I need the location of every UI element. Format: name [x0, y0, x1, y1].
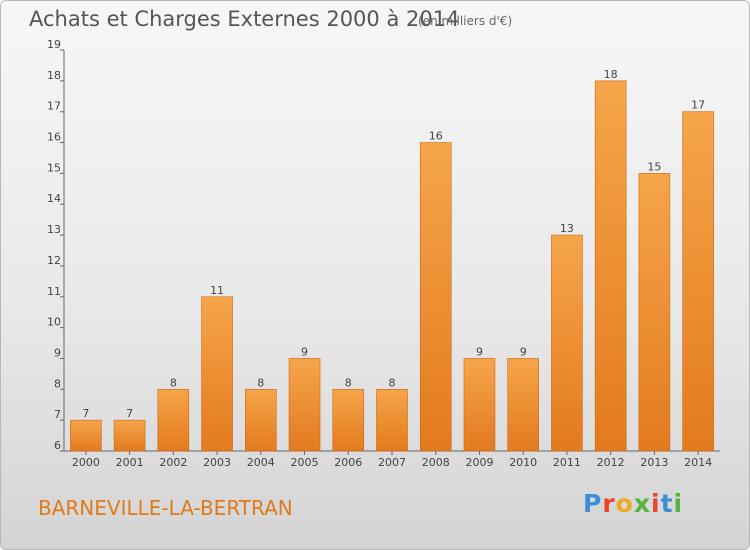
bar-2004 [245, 389, 277, 452]
bar-2002 [157, 389, 190, 452]
y-tick-label: 16 [47, 131, 61, 144]
data-label-2002: 8 [170, 376, 177, 389]
x-tick-label-2013: 2013 [640, 456, 668, 469]
y-tick-label: 7 [54, 408, 61, 421]
bar-2006 [332, 389, 365, 452]
data-label-2007: 8 [389, 376, 396, 389]
x-tick-label-2007: 2007 [378, 456, 406, 469]
data-label-2009: 9 [476, 345, 483, 358]
data-label-2000: 7 [82, 407, 89, 420]
bar-2012 [594, 80, 627, 452]
x-tick-label-2011: 2011 [553, 456, 581, 469]
bar-2005 [288, 358, 321, 452]
data-label-2003: 11 [210, 284, 224, 297]
bar-2014 [682, 111, 714, 452]
y-tick-label: 13 [47, 223, 61, 236]
logo-letter: P [583, 489, 603, 518]
data-label-2004: 8 [257, 376, 264, 389]
x-tick-label-2005: 2005 [291, 456, 319, 469]
x-tick-label-2008: 2008 [422, 456, 450, 469]
logo-letter: x [633, 489, 651, 518]
y-tick-label: 12 [47, 254, 61, 267]
bar-2011 [551, 234, 583, 452]
x-tick-label-2010: 2010 [509, 456, 537, 469]
x-tick-label-2006: 2006 [334, 456, 362, 469]
data-label-2011: 13 [560, 222, 574, 235]
y-tick-label: 8 [54, 377, 61, 390]
data-label-2008: 16 [429, 130, 443, 143]
bar-2001 [113, 419, 146, 452]
x-tick-label-2004: 2004 [247, 456, 275, 469]
data-label-2006: 8 [345, 376, 352, 389]
logo-letter: o [615, 489, 634, 518]
y-tick-label: 15 [47, 161, 61, 174]
bar-2010 [507, 358, 540, 452]
bar-2013 [638, 173, 671, 452]
y-tick-label: 19 [47, 38, 61, 51]
x-tick-label-2000: 2000 [72, 456, 100, 469]
y-tick-label: 18 [47, 69, 61, 82]
data-label-2012: 18 [604, 68, 618, 81]
bar-2009 [463, 358, 496, 452]
y-tick-label: 9 [54, 346, 61, 359]
location-name: BARNEVILLE-LA-BERTRAN [38, 496, 293, 520]
logo-letter: t [660, 489, 674, 518]
data-label-2013: 15 [647, 160, 661, 173]
y-tick-label: 6 [54, 439, 61, 452]
logo-letter: i [673, 489, 684, 518]
bar-2007 [376, 389, 408, 452]
bar-2003 [201, 296, 233, 452]
logo-letter: r [602, 489, 616, 518]
y-tick-label: 10 [47, 316, 61, 329]
y-tick-label: 14 [47, 192, 61, 205]
x-tick-label-2012: 2012 [597, 456, 625, 469]
bar-2008 [419, 142, 452, 452]
y-tick-label: 11 [47, 285, 61, 298]
data-label-2005: 9 [301, 345, 308, 358]
chart-title: Achats et Charges Externes 2000 à 2014 [29, 7, 460, 31]
x-tick-label-2001: 2001 [116, 456, 144, 469]
x-tick-label-2014: 2014 [684, 456, 712, 469]
y-tick-label: 17 [47, 100, 61, 113]
proxiti-logo: Proxiti [583, 489, 683, 518]
x-tick-label-2009: 2009 [465, 456, 493, 469]
logo-letter: i [651, 489, 661, 518]
chart-subtitle: (en milliers d'€) [418, 14, 513, 28]
data-label-2010: 9 [520, 345, 527, 358]
x-tick-label-2002: 2002 [159, 456, 187, 469]
data-label-2014: 17 [691, 99, 705, 112]
data-label-2001: 7 [126, 407, 133, 420]
bar-2000 [70, 419, 102, 452]
x-tick-label-2003: 2003 [203, 456, 231, 469]
